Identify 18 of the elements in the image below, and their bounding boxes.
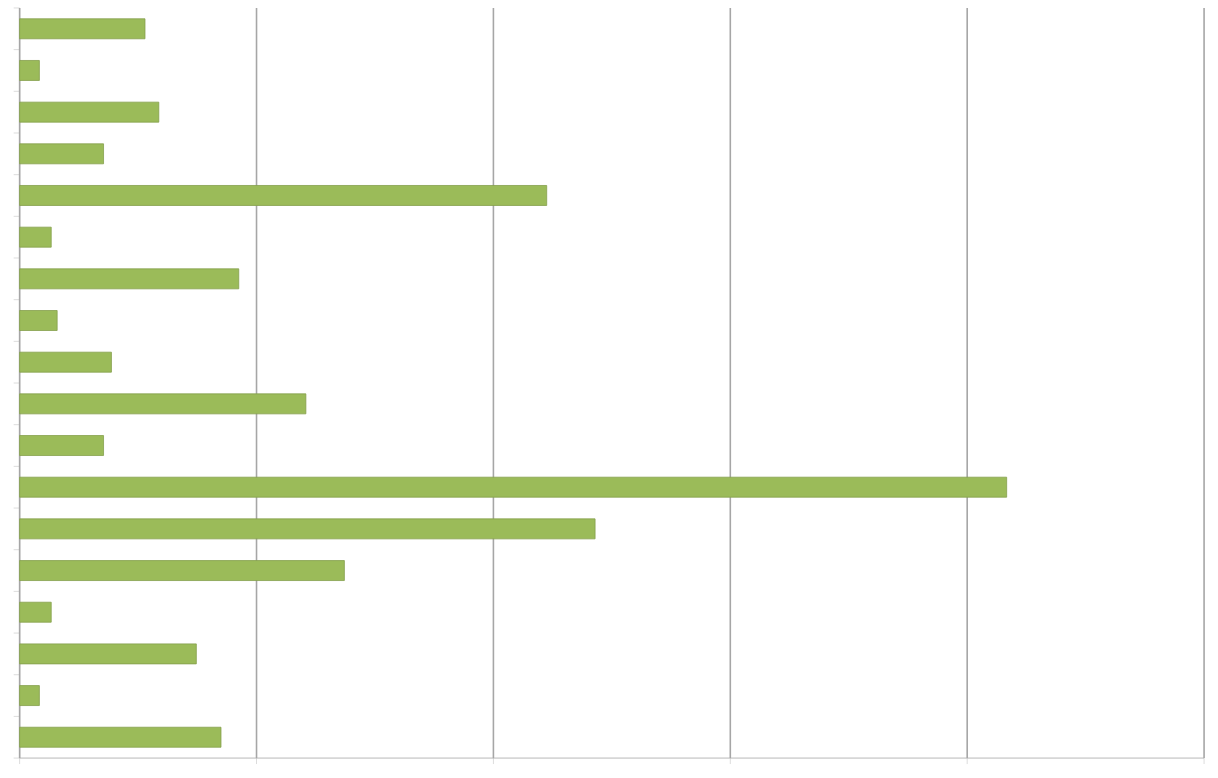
bar bbox=[19, 518, 596, 540]
bar bbox=[19, 101, 160, 123]
bar bbox=[19, 476, 1008, 498]
bar bbox=[19, 310, 58, 332]
bar bbox=[19, 435, 104, 457]
bar bbox=[19, 143, 104, 165]
bar bbox=[19, 726, 222, 748]
bar bbox=[19, 643, 197, 665]
bar bbox=[19, 18, 146, 40]
bar bbox=[19, 601, 52, 623]
bar bbox=[19, 268, 240, 290]
bar bbox=[19, 393, 307, 415]
bar bbox=[19, 185, 548, 207]
bar bbox=[19, 351, 112, 373]
bar bbox=[19, 560, 345, 582]
bar bbox=[19, 685, 40, 707]
bar bbox=[19, 60, 40, 82]
bar bbox=[19, 226, 52, 248]
